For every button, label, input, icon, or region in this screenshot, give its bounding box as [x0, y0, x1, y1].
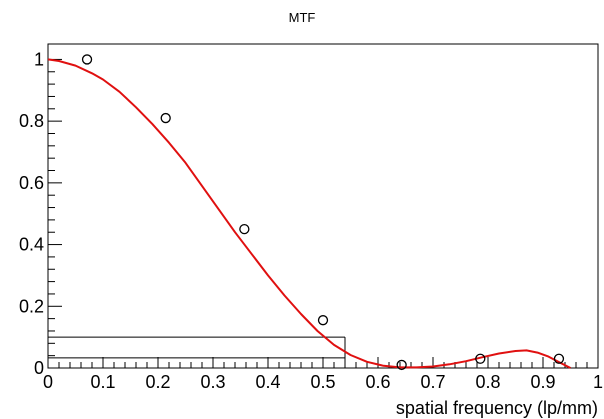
x-tick-label: 0.8 — [475, 372, 500, 392]
chart-title: MTF — [289, 10, 316, 25]
data-point — [396, 359, 407, 371]
y-tick-label: 0.2 — [19, 296, 44, 316]
data-point — [553, 353, 565, 364]
data-point — [160, 112, 171, 124]
y-tick-label: 0 — [34, 358, 44, 378]
x-tick-label: 0.3 — [200, 372, 225, 392]
data-point — [81, 54, 93, 65]
y-tick-label: 0.4 — [19, 235, 44, 255]
x-tick-label: 0.1 — [90, 372, 115, 392]
x-tick-label: 0.5 — [310, 372, 335, 392]
y-tick-label: 0.8 — [19, 111, 44, 131]
data-point — [317, 315, 329, 326]
x-tick-label: 0.9 — [530, 372, 555, 392]
x-axis-title: spatial frequency (lp/mm) — [396, 398, 598, 418]
data-point — [239, 223, 250, 235]
plot-area: 0 0.1 0.2 0.3 0.4 0.5 0.6 0.7 0.8 0.9 1 0 0.2 0.4 0.6 0… — [19, 43, 603, 392]
x-tick-label: 0.4 — [255, 372, 280, 392]
y-tick-label: 0.6 — [19, 173, 44, 193]
data-point — [475, 353, 486, 364]
x-tick-label: 0.2 — [145, 372, 170, 392]
x-tick-label: 0.6 — [365, 372, 390, 392]
x-tick-label: 0 — [43, 372, 53, 392]
x-tick-label: 1 — [593, 372, 603, 392]
x-tick-label: 0.7 — [420, 372, 445, 392]
mtf-fit-curve — [47, 58, 571, 369]
y-tick-label: 1 — [34, 49, 44, 69]
